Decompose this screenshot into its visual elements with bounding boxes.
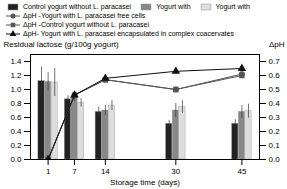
svg-text:1.2: 1.2 [10, 71, 22, 80]
svg-text:0.5: 0.5 [269, 85, 281, 94]
svg-text:0.1: 0.1 [269, 141, 281, 150]
svg-text:0.6: 0.6 [10, 113, 22, 122]
svg-text:1.4: 1.4 [10, 57, 22, 66]
svg-text:0.7: 0.7 [269, 57, 281, 66]
svg-text:Residual lactose (g/100g yogur: Residual lactose (g/100g yogurt) [4, 40, 120, 49]
svg-text:0.2: 0.2 [10, 141, 22, 150]
svg-text:0.3: 0.3 [269, 113, 281, 122]
svg-text:0.4: 0.4 [269, 99, 281, 108]
svg-text:0.2: 0.2 [269, 127, 281, 136]
svg-text:0.6: 0.6 [269, 71, 281, 80]
svg-text:7: 7 [72, 167, 77, 176]
svg-text:0.0: 0.0 [10, 155, 22, 164]
html-text:Yogurt with: Yogurt with [215, 3, 250, 10]
svg-text:0.8: 0.8 [10, 99, 22, 108]
svg-text:30: 30 [171, 167, 180, 176]
svg-text:14: 14 [101, 167, 110, 176]
html-text:ΔpH- Yogurt with L. paracasei: ΔpH- Yogurt with L. paracasei encapsulat… [23, 30, 234, 37]
svg-text:1: 1 [46, 167, 51, 176]
html-text:ΔpH -Yogurt with L. paracasei: ΔpH -Yogurt with L. paracasei free cells [23, 12, 146, 19]
html-text:Yogurt with: Yogurt with [156, 3, 191, 10]
html-text:ΔpH -Control yogurt without L.: ΔpH -Control yogurt without L. paracasei [23, 21, 150, 28]
svg-text:ΔpH: ΔpH [269, 40, 285, 49]
svg-text:1.0: 1.0 [10, 85, 22, 94]
svg-text:0.4: 0.4 [10, 127, 22, 136]
svg-text:0.0: 0.0 [269, 155, 281, 164]
svg-text:Storage time (days): Storage time (days) [110, 178, 180, 187]
html-text:Control yogurt without L. para: Control yogurt without L. paracasei [23, 3, 132, 10]
svg-text:45: 45 [237, 167, 246, 176]
